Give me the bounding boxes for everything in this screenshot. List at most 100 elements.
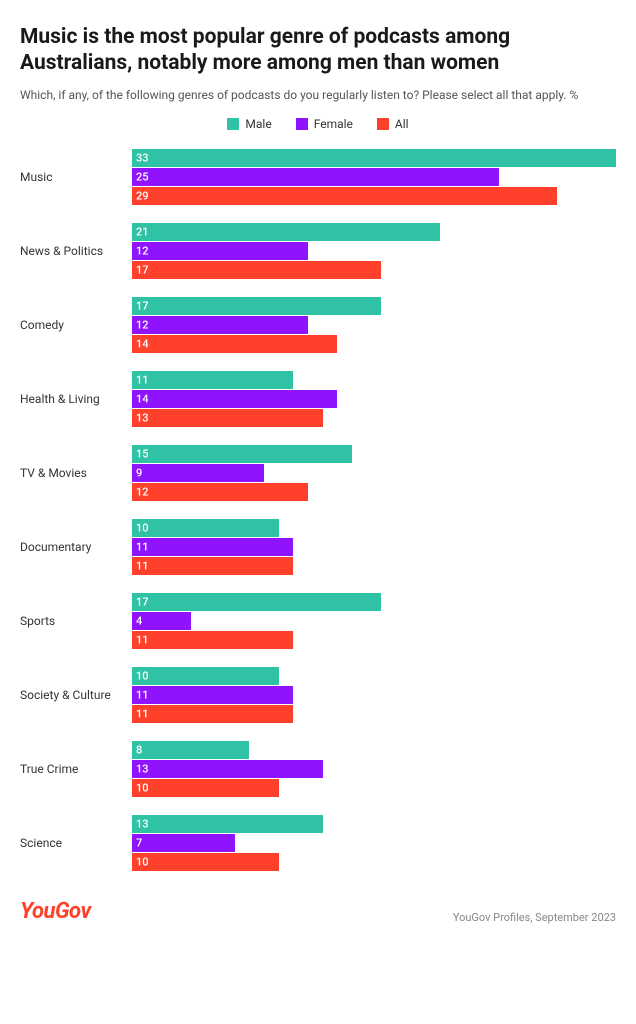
bar-value-label: 25 xyxy=(136,171,149,184)
category-row: Science 13 7 10 xyxy=(20,815,616,871)
bar-wrap: 11 xyxy=(132,705,616,723)
bar-group: 10 1111 xyxy=(132,519,616,575)
legend-label: Female xyxy=(314,117,353,131)
legend-item: Female xyxy=(296,117,353,131)
bar-group: 8 13 10 xyxy=(132,741,616,797)
bar-wrap: 11 xyxy=(132,538,616,556)
bar-female xyxy=(132,242,308,260)
category-label: Society & Culture xyxy=(20,688,124,702)
bar-wrap: 12 xyxy=(132,483,616,501)
bar-male xyxy=(132,815,323,833)
bar-value-label: 7 xyxy=(136,837,142,850)
bar-all xyxy=(132,631,293,649)
bar-all xyxy=(132,187,557,205)
chart-area: Music 33 25 29 News & Politics 21 12 17 Comedy 17… xyxy=(20,149,616,871)
bar-value-label: 12 xyxy=(136,319,149,332)
bar-male xyxy=(132,593,381,611)
bar-female xyxy=(132,834,235,852)
bar-wrap: 8 xyxy=(132,741,616,759)
category-label: Comedy xyxy=(20,318,124,332)
bar-all xyxy=(132,409,323,427)
bar-group: 10 11 11 xyxy=(132,667,616,723)
category-row: True Crime 8 13 10 xyxy=(20,741,616,797)
category-label: Music xyxy=(20,170,124,184)
bar-wrap: 17 xyxy=(132,261,616,279)
bar-value-label: 14 xyxy=(136,393,149,406)
bar-group: 111413 xyxy=(132,371,616,427)
bar-wrap: 11 xyxy=(132,557,616,575)
bar-value-label: 11 xyxy=(136,634,149,647)
bar-value-label: 10 xyxy=(136,856,149,869)
bar-wrap: 17 xyxy=(132,297,616,315)
bar-wrap: 14 xyxy=(132,335,616,353)
category-label: News & Politics xyxy=(20,244,124,258)
category-row: Health & Living 111413 xyxy=(20,371,616,427)
bar-value-label: 33 xyxy=(136,152,149,165)
bar-wrap: 15 xyxy=(132,445,616,463)
legend-item: All xyxy=(377,117,409,131)
bar-wrap: 29 xyxy=(132,187,616,205)
bar-value-label: 17 xyxy=(136,596,149,609)
legend-swatch xyxy=(227,118,239,130)
bar-value-label: 11 xyxy=(136,374,149,387)
bar-wrap: 11 xyxy=(132,686,616,704)
legend: Male Female All xyxy=(20,117,616,131)
bar-all xyxy=(132,261,381,279)
bar-male xyxy=(132,223,440,241)
bar-male xyxy=(132,519,279,537)
bar-value-label: 4 xyxy=(136,615,142,628)
bar-value-label: 13 xyxy=(136,763,149,776)
bar-value-label: 10 xyxy=(136,522,149,535)
bar-all xyxy=(132,483,308,501)
bar-male xyxy=(132,445,352,463)
bar-female xyxy=(132,538,293,556)
bar-female xyxy=(132,168,499,186)
category-label: Documentary xyxy=(20,540,124,554)
bar-wrap: 25 xyxy=(132,168,616,186)
bar-female xyxy=(132,686,293,704)
bar-female xyxy=(132,316,308,334)
bar-wrap: 9 xyxy=(132,464,616,482)
bar-wrap: 21 xyxy=(132,223,616,241)
bar-value-label: 8 xyxy=(136,744,142,757)
bar-group: 13 7 10 xyxy=(132,815,616,871)
legend-label: All xyxy=(395,117,409,131)
bar-wrap: 14 xyxy=(132,390,616,408)
bar-wrap: 13 xyxy=(132,815,616,833)
bar-group: 21 12 17 xyxy=(132,223,616,279)
category-label: Science xyxy=(20,836,124,850)
bar-female xyxy=(132,760,323,778)
source-text: YouGov Profiles, September 2023 xyxy=(453,911,616,924)
bar-value-label: 11 xyxy=(136,708,149,721)
bar-all xyxy=(132,335,337,353)
bar-female xyxy=(132,390,337,408)
bar-male xyxy=(132,149,616,167)
bar-value-label: 21 xyxy=(136,226,149,239)
legend-swatch xyxy=(296,118,308,130)
bar-value-label: 10 xyxy=(136,670,149,683)
bar-group: 15 9 12 xyxy=(132,445,616,501)
bar-female xyxy=(132,464,264,482)
bar-wrap: 12 xyxy=(132,242,616,260)
bar-value-label: 17 xyxy=(136,264,149,277)
category-row: News & Politics 21 12 17 xyxy=(20,223,616,279)
legend-swatch xyxy=(377,118,389,130)
footer: YouGov YouGov Profiles, September 2023 xyxy=(20,899,616,924)
bar-value-label: 9 xyxy=(136,467,142,480)
category-row: Society & Culture 10 11 11 xyxy=(20,667,616,723)
bar-wrap: 11 xyxy=(132,631,616,649)
bar-wrap: 10 xyxy=(132,779,616,797)
bar-wrap: 17 xyxy=(132,593,616,611)
bar-wrap: 10 xyxy=(132,667,616,685)
category-label: Health & Living xyxy=(20,392,124,406)
bar-all xyxy=(132,705,293,723)
bar-all xyxy=(132,779,279,797)
category-label: True Crime xyxy=(20,762,124,776)
bar-male xyxy=(132,667,279,685)
bar-wrap: 4 xyxy=(132,612,616,630)
chart-subtitle: Which, if any, of the following genres o… xyxy=(20,87,616,104)
bar-group: 17 4 11 xyxy=(132,593,616,649)
legend-label: Male xyxy=(245,117,271,131)
category-row: Comedy 17 12 14 xyxy=(20,297,616,353)
bar-value-label: 14 xyxy=(136,338,149,351)
